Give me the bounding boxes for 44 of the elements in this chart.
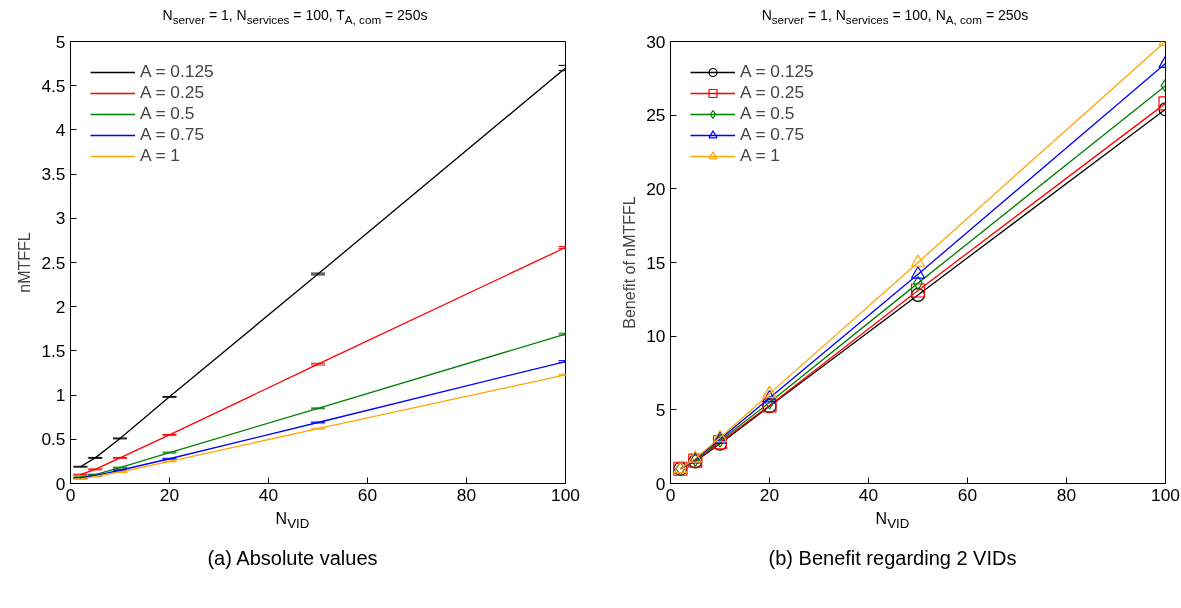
x-tick-label: 40 (858, 484, 879, 505)
y-tick-label: 3 (55, 208, 66, 229)
x-tick-label: 20 (159, 484, 180, 505)
y-tick-label: 10 (646, 326, 666, 347)
legend-label: A = 1 (140, 145, 180, 167)
legend-label: A = 0.125 (740, 61, 814, 83)
legend-label: A = 1 (740, 145, 780, 167)
y-tick-label: 1.5 (41, 341, 66, 362)
y-tick-label: 1 (55, 385, 66, 406)
y-tick-label: 4.5 (41, 76, 66, 97)
x-tick-label: 100 (551, 484, 580, 505)
legend-label: A = 0.75 (740, 124, 805, 146)
legend-label: A = 0.125 (140, 61, 214, 83)
y-tick-label: 25 (646, 105, 666, 126)
text: (a) Absolute values (206, 545, 379, 571)
x-tick-label: 40 (258, 484, 279, 505)
x-axis-title: N$_{VID}$ (274, 509, 311, 534)
y-tick-label: 0.5 (41, 429, 66, 450)
y-tick-label: 5 (655, 400, 666, 421)
x-tick-label: 60 (957, 484, 978, 505)
y-tick-label: 3.5 (41, 164, 66, 185)
x-axis-title: N$_{VID}$ (874, 509, 911, 534)
y-tick-label: 2 (55, 297, 66, 318)
x-tick-label: 60 (357, 484, 378, 505)
legend-label: A = 0.25 (140, 82, 205, 104)
chart-title: N$_{server}$ = 1, N$_{services}$ = 100, N$_{A, com}$ = 250s (760, 6, 1030, 28)
legend-label: A = 0.5 (140, 103, 195, 125)
text: (b) Benefit regarding 2 VIDs (767, 545, 1018, 571)
y-tick-label: 4 (55, 120, 66, 141)
y-axis-title: nMTFFL (16, 232, 34, 294)
y-tick-label: 20 (646, 179, 666, 200)
y-tick-label: 30 (646, 31, 666, 52)
y-axis-title: Benefit of nMTFFL (621, 196, 639, 330)
legend-label: A = 0.5 (740, 103, 795, 125)
legend-label: A = 0.25 (740, 82, 805, 104)
y-tick-label: 2.5 (41, 252, 66, 273)
chart-title: N$_{server}$ = 1, N$_{services}$ = 100, T$_{A, com}$ = 250s (161, 6, 429, 28)
x-tick-label: 20 (759, 484, 780, 505)
y-tick-label: 15 (646, 252, 666, 273)
x-tick-label: 100 (1151, 484, 1180, 505)
y-tick-label: 5 (55, 31, 66, 52)
x-tick-label: 80 (456, 484, 477, 505)
legend-label: A = 0.75 (140, 124, 205, 146)
x-tick-label: 80 (1056, 484, 1077, 505)
